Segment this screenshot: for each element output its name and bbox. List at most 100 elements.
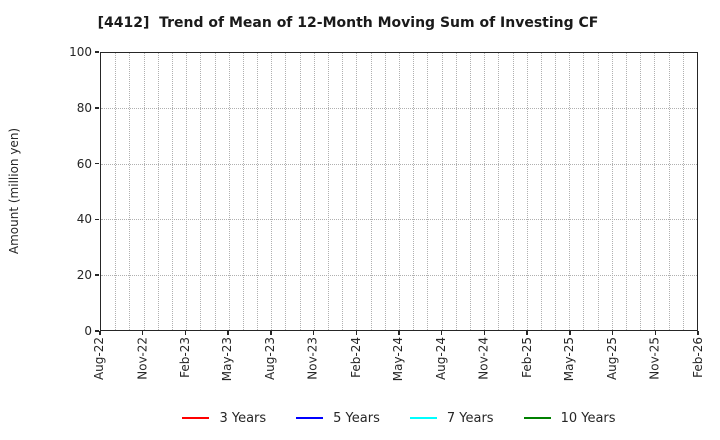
- y-axis-label: Amount (million yen): [7, 127, 21, 255]
- x-tick-mark: [184, 331, 187, 335]
- legend-line-swatch: [409, 416, 437, 420]
- x-tick-label: Feb-24: [348, 337, 363, 378]
- vertical-gridline: [540, 53, 542, 330]
- y-tick-mark: [95, 330, 99, 332]
- horizontal-gridline: [101, 219, 697, 221]
- y-tick-mark: [95, 107, 99, 109]
- vertical-gridline: [455, 53, 457, 330]
- vertical-gridline: [668, 53, 670, 330]
- vertical-gridline: [257, 53, 259, 330]
- x-tick-label: Nov-24: [476, 337, 491, 380]
- legend-label: 10 Years: [560, 410, 616, 426]
- vertical-gridline: [427, 53, 429, 330]
- vertical-gridline: [299, 53, 301, 330]
- y-tick-label: 80: [76, 100, 92, 115]
- legend-item-3-years: 3 Years: [182, 411, 266, 426]
- x-tick-mark: [697, 331, 699, 335]
- y-tick-label: 60: [76, 156, 92, 171]
- legend-line-swatch: [182, 416, 210, 420]
- vertical-gridline: [484, 53, 486, 330]
- vertical-gridline: [143, 53, 145, 330]
- legend: 3 Years 5 Years 7 Years 10 Years: [100, 404, 698, 432]
- legend-label: 7 Years: [446, 410, 494, 426]
- x-tick-label: Aug-22: [92, 337, 107, 381]
- vertical-gridline: [526, 53, 528, 330]
- vertical-gridline: [413, 53, 415, 330]
- legend-label: 5 Years: [333, 410, 380, 426]
- y-tick-label: 40: [76, 212, 92, 227]
- x-tick-label: May-23: [220, 337, 235, 382]
- vertical-gridline: [682, 53, 684, 330]
- x-tick-label: Aug-25: [605, 337, 620, 381]
- vertical-gridline: [370, 53, 372, 330]
- x-tick-mark: [526, 331, 528, 335]
- vertical-gridline: [200, 53, 202, 330]
- plot-area: [100, 52, 698, 331]
- vertical-gridline: [356, 53, 358, 330]
- x-tick-mark: [355, 331, 358, 335]
- chart-title: [4412] Trend of Mean of 12-Month Moving …: [97, 15, 599, 31]
- x-tick-mark: [398, 331, 400, 335]
- x-tick-label: Aug-23: [263, 337, 278, 381]
- vertical-gridline: [242, 53, 244, 330]
- y-tick-label: 20: [76, 268, 92, 283]
- vertical-gridline: [186, 53, 188, 330]
- vertical-gridline: [555, 53, 557, 330]
- vertical-gridline: [214, 53, 216, 330]
- x-tick-label: Nov-23: [306, 337, 321, 380]
- x-tick-mark: [141, 331, 144, 335]
- vertical-gridline: [129, 53, 131, 330]
- horizontal-gridline: [101, 274, 697, 276]
- vertical-gridline: [512, 53, 514, 330]
- x-tick-label: Aug-24: [434, 337, 449, 381]
- vertical-gridline: [469, 53, 471, 330]
- vertical-gridline: [328, 53, 330, 330]
- vertical-gridline: [626, 53, 628, 330]
- vertical-gridline: [313, 53, 315, 330]
- x-tick-mark: [654, 331, 657, 335]
- x-tick-label: May-24: [391, 337, 406, 382]
- x-tick-mark: [99, 331, 101, 335]
- vertical-gridline: [441, 53, 443, 330]
- y-tick-mark: [95, 218, 99, 221]
- y-tick-mark: [95, 274, 99, 276]
- vertical-gridline: [498, 53, 500, 330]
- y-tick-mark: [95, 51, 99, 53]
- x-tick-label: Nov-25: [647, 337, 662, 380]
- vertical-gridline: [640, 53, 642, 330]
- legend-item-5-years: 5 Years: [296, 411, 380, 426]
- y-tick-mark: [95, 162, 99, 165]
- legend-line-swatch: [296, 416, 324, 420]
- x-tick-mark: [227, 331, 229, 335]
- x-tick-mark: [611, 331, 614, 335]
- legend-line-swatch: [523, 416, 551, 420]
- x-tick-mark: [312, 331, 315, 335]
- x-tick-label: May-25: [562, 337, 577, 382]
- vertical-gridline: [115, 53, 117, 330]
- vertical-gridline: [171, 53, 173, 330]
- y-tick-label: 100: [69, 45, 92, 59]
- vertical-gridline: [228, 53, 230, 330]
- legend-label: 3 Years: [219, 410, 267, 426]
- vertical-gridline: [569, 53, 571, 330]
- vertical-gridline: [583, 53, 585, 330]
- vertical-gridline: [271, 53, 273, 330]
- vertical-gridline: [157, 53, 159, 330]
- y-tick-label: 0: [84, 324, 92, 338]
- legend-item-10-years: 10 Years: [523, 410, 616, 426]
- vertical-gridline: [384, 53, 386, 330]
- x-tick-label: Feb-25: [519, 337, 534, 378]
- horizontal-gridline: [101, 108, 697, 110]
- vertical-gridline: [611, 53, 613, 330]
- x-tick-mark: [483, 331, 486, 335]
- legend-item-7-years: 7 Years: [409, 410, 494, 426]
- x-tick-mark: [270, 331, 272, 335]
- vertical-gridline: [342, 53, 344, 330]
- vertical-gridline: [654, 53, 656, 330]
- x-tick-label: Feb-26: [690, 337, 705, 378]
- vertical-gridline: [285, 53, 287, 330]
- x-tick-label: Feb-23: [177, 337, 192, 378]
- vertical-gridline: [597, 53, 599, 330]
- vertical-gridline: [399, 53, 400, 330]
- x-tick-label: Nov-22: [135, 337, 150, 380]
